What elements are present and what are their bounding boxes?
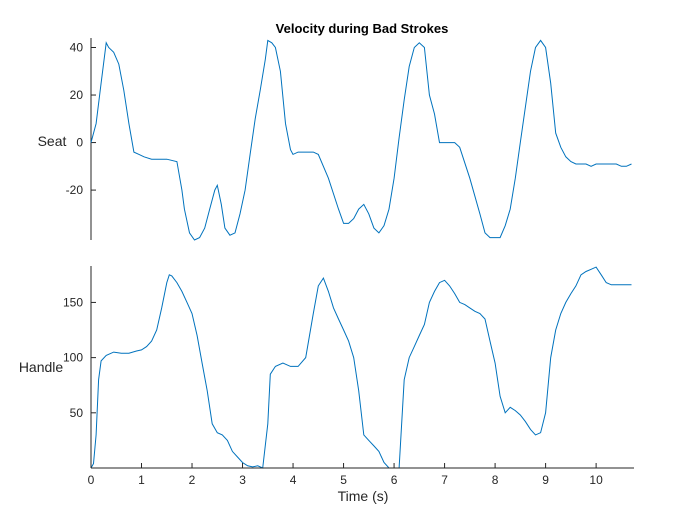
- y-tick-label: 0: [76, 136, 83, 150]
- x-tick-label: 6: [391, 473, 398, 487]
- seat-y-ticks: -20 0 20 40: [66, 41, 96, 197]
- seat-y-axis-label: Seat: [38, 133, 67, 149]
- x-tick-label: 8: [492, 473, 499, 487]
- x-axis: 0 1 2 3 4 5 6 7 8 9 10: [88, 463, 634, 487]
- y-tick-label: 100: [63, 351, 83, 365]
- handle-panel: 50 100 150 Handle: [19, 266, 632, 469]
- x-tick-label: 3: [239, 473, 246, 487]
- chart-title: Velocity during Bad Strokes: [276, 21, 449, 36]
- x-tick-label: 4: [290, 473, 297, 487]
- y-tick-label: 40: [70, 41, 84, 55]
- y-tick-label: 50: [70, 406, 84, 420]
- handle-y-axis-label: Handle: [19, 359, 64, 375]
- x-axis-label: Time (s): [338, 488, 389, 504]
- y-tick-label: -20: [66, 183, 84, 197]
- x-tick-label: 2: [189, 473, 196, 487]
- seat-panel: -20 0 20 40 Seat: [38, 38, 632, 241]
- handle-y-ticks: 50 100 150: [63, 295, 96, 420]
- y-tick-label: 20: [70, 88, 84, 102]
- x-tick-label: 7: [441, 473, 448, 487]
- handle-velocity-line: [90, 266, 632, 469]
- seat-velocity-line: [90, 39, 632, 241]
- x-tick-label: 1: [138, 473, 145, 487]
- x-tick-label: 10: [589, 473, 603, 487]
- x-tick-label: 5: [340, 473, 347, 487]
- x-tick-label: 9: [542, 473, 549, 487]
- y-tick-label: 150: [63, 295, 83, 309]
- x-tick-label: 0: [88, 473, 95, 487]
